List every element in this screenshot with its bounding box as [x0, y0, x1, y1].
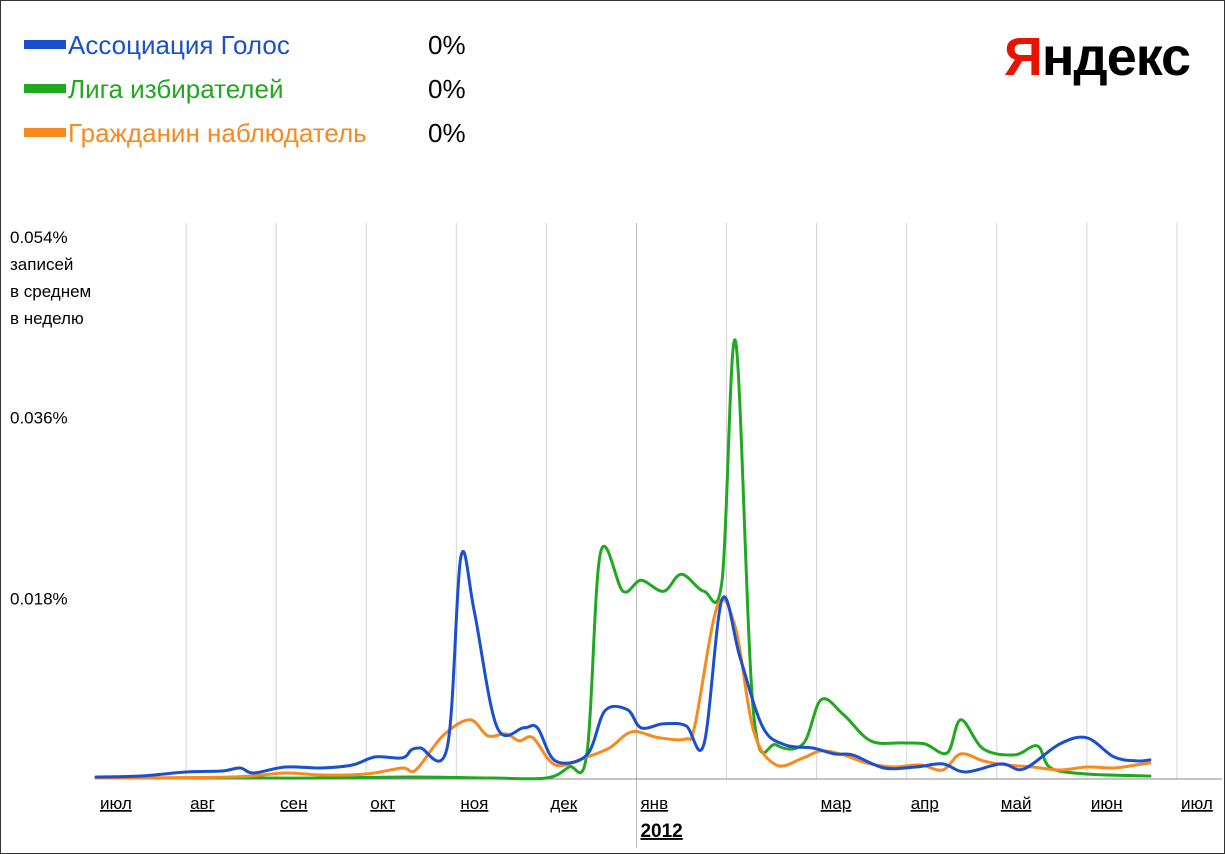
legend-swatch	[24, 84, 66, 93]
x-year-label[interactable]: 2012	[640, 821, 682, 842]
x-tick-label[interactable]: июл	[1181, 794, 1213, 813]
legend-label[interactable]: Лига избирателей	[68, 74, 284, 104]
y-tick-label: 0.036%	[10, 409, 68, 428]
x-tick-label[interactable]: май	[1001, 794, 1032, 813]
logo-first-letter: Я	[1004, 27, 1043, 87]
yandex-logo[interactable]: Яндекс	[1004, 26, 1191, 88]
legend-swatch	[24, 40, 66, 49]
x-tick-label[interactable]: окт	[370, 794, 395, 813]
legend-swatch	[24, 128, 66, 137]
x-tick-label[interactable]: апр	[911, 794, 939, 813]
legend-value: 0%	[428, 74, 466, 104]
x-tick-label[interactable]: сен	[280, 794, 307, 813]
legend-label[interactable]: Гражданин наблюдатель	[68, 118, 367, 148]
series-line-0	[94, 549, 1152, 779]
x-tick-label[interactable]: дек	[550, 794, 577, 813]
x-tick-label[interactable]: ноя	[460, 794, 488, 813]
series-line-2	[94, 597, 1152, 780]
logo-rest: ндекс	[1041, 27, 1191, 87]
x-tick-label[interactable]: июл	[100, 794, 132, 813]
legend-label[interactable]: Ассоциация Голос	[68, 30, 290, 60]
series-line-1	[94, 338, 1152, 781]
x-tick-label[interactable]: янв	[640, 794, 668, 813]
y-tick-label: 0.054%	[10, 228, 68, 247]
x-tick-label[interactable]: мар	[821, 794, 852, 813]
x-tick-label[interactable]: июн	[1091, 794, 1123, 813]
legend-value: 0%	[428, 30, 466, 60]
y-axis-unit-label: в неделю	[10, 309, 84, 328]
x-tick-label[interactable]: авг	[190, 794, 215, 813]
y-tick-label: 0.018%	[10, 589, 68, 608]
y-axis-unit-label: в среднем	[10, 282, 91, 301]
legend-value: 0%	[428, 118, 466, 148]
y-axis-unit-label: записей	[10, 255, 73, 274]
